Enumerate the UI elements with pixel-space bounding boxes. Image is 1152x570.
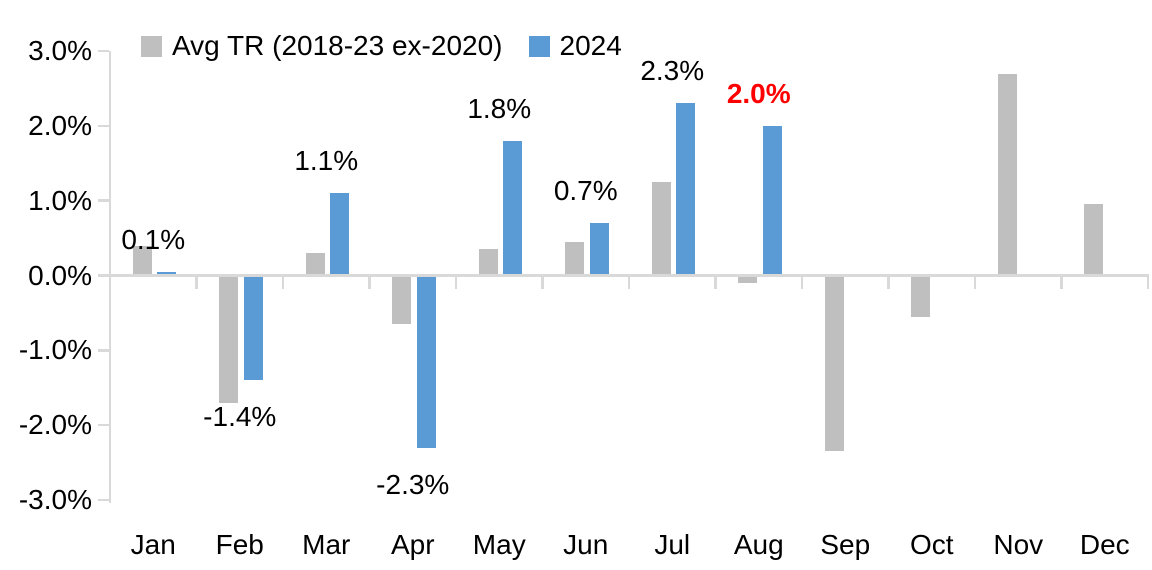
bar-avg-tr-jul [651,182,671,276]
data-label-jan: 0.1% [121,223,186,255]
bar-2024-jun [589,223,609,276]
data-label-mar: 1.1% [294,145,359,177]
bar-avg-tr-oct [911,275,931,317]
x-tick [281,275,285,289]
x-tick-label-feb: Feb [215,529,264,560]
y-tick [98,498,109,502]
y-tick [98,274,109,277]
x-axis-line [110,274,1149,277]
legend-item-2024: 2024 [528,30,622,62]
x-tick [627,275,631,289]
x-tick [800,275,804,289]
x-tick-label-apr: Apr [390,529,435,560]
x-tick-label-dec: Dec [1079,529,1130,560]
bar-avg-tr-jun [565,241,585,276]
y-tick [98,423,109,427]
y-tick-label: -1.0% [18,334,92,366]
y-tick-label: -3.0% [18,483,92,515]
x-tick [887,275,890,289]
bar-2024-apr [416,275,436,448]
data-label-jul: 2.3% [640,55,705,87]
y-tick-label: 0.0% [28,259,92,291]
y-tick [98,199,109,202]
x-tick [541,275,544,289]
x-tick-label-oct: Oct [909,529,954,560]
y-tick-label: -2.0% [18,409,92,441]
data-label-may: 1.8% [467,92,532,124]
data-label-apr: -2.3% [376,468,450,500]
x-tick-label-jun: Jun [563,529,609,560]
y-tick-label: 2.0% [28,109,92,141]
legend-label-avg-tr: Avg TR (2018-23 ex-2020) [172,30,503,61]
bar-avg-tr-mar [305,253,325,276]
legend-label-2024: 2024 [559,30,622,61]
x-tick-label-jan: Jan [130,529,176,560]
bar-2024-aug [762,125,782,276]
bar-avg-tr-sep [824,275,844,452]
x-tick [454,275,458,289]
bar-avg-tr-may [478,249,498,276]
bar-2024-mar [330,193,350,276]
x-tick-label-may: May [472,529,526,560]
bar-avg-tr-dec [1084,204,1104,276]
legend: Avg TR (2018-23 ex-2020) 2024 [141,30,622,62]
bar-avg-tr-nov [997,73,1017,276]
bar-2024-feb [243,275,263,381]
x-tick [1146,275,1150,289]
x-tick-label-aug: Aug [733,529,784,560]
bar-2024-jan [157,271,177,276]
bar-2024-jul [676,103,696,276]
x-tick [714,275,717,289]
bar-avg-tr-aug [738,275,758,283]
legend-item-avg-tr: Avg TR (2018-23 ex-2020) [141,30,503,62]
x-tick [368,275,371,289]
x-tick-label-mar: Mar [302,529,351,560]
y-tick [98,124,109,128]
y-tick [98,49,109,53]
legend-swatch-2024 [528,35,550,57]
bar-2024-may [503,140,523,276]
x-tick [108,275,112,289]
bar-avg-tr-jan [132,245,152,276]
x-tick-label-sep: Sep [820,529,871,560]
y-tick-label: 3.0% [28,35,92,67]
y-tick-label: 1.0% [28,184,92,216]
data-label-aug: 2.0% [726,77,791,109]
data-label-jun: 0.7% [553,175,618,207]
x-tick [195,275,198,289]
data-label-feb: -1.4% [203,401,277,433]
x-tick-label-nov: Nov [993,529,1044,560]
x-tick [973,275,977,289]
bar-avg-tr-feb [219,275,239,403]
x-tick [1060,275,1063,289]
x-tick-label-jul: Jul [654,529,691,560]
y-tick [98,349,109,352]
bar-avg-tr-apr [392,275,412,325]
legend-swatch-avg-tr [141,35,162,57]
